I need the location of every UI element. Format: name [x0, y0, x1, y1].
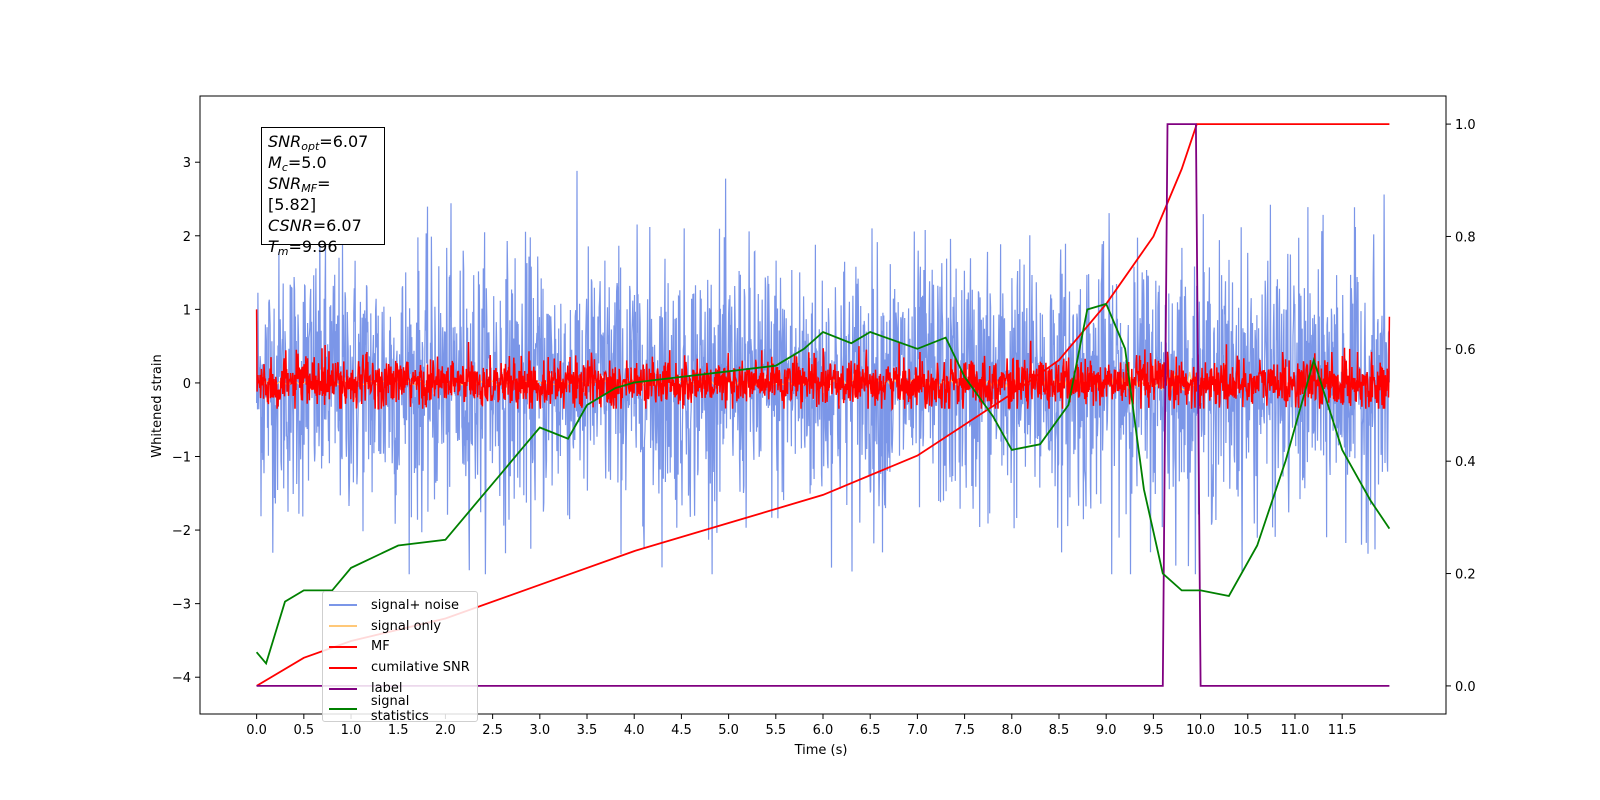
legend-swatch — [329, 604, 357, 607]
x-tick-label: 7.5 — [954, 723, 975, 738]
legend-swatch — [329, 645, 357, 648]
y2-tick-label: 0.0 — [1455, 680, 1476, 695]
x-tick-label: 5.0 — [718, 723, 739, 738]
x-tick-label: 3.5 — [577, 723, 598, 738]
legend-label: signal statistics — [370, 694, 429, 725]
x-tick-label: 1.0 — [341, 723, 362, 738]
annotation-csnr: CSNR=6.07 — [268, 216, 362, 235]
label-line — [256, 123, 1390, 687]
legend-item: MF — [329, 637, 471, 658]
x-tick-label: 6.5 — [860, 723, 881, 738]
legend-item: signal only — [329, 616, 471, 637]
x-tick-label: 2.0 — [435, 723, 456, 738]
legend-item: label — [329, 678, 471, 699]
legend-swatch — [329, 666, 357, 669]
y-tick-label: 2 — [183, 230, 191, 245]
x-tick-label: 4.5 — [671, 723, 692, 738]
x-axis-label: Time (s) — [794, 743, 848, 758]
y-tick-label: −1 — [172, 451, 191, 466]
x-tick-label: 0.0 — [246, 723, 267, 738]
x-tick-label: 9.5 — [1143, 723, 1164, 738]
legend-swatch — [329, 708, 357, 711]
x-tick-label: 9.0 — [1096, 723, 1117, 738]
y2-tick-label: 0.4 — [1455, 455, 1476, 470]
legend: signal+ noise signal only MF cumilative … — [322, 591, 478, 724]
y-axis-label: Whitened strain — [150, 354, 165, 457]
y-tick-label: −4 — [172, 671, 191, 686]
y2-tick-label: 1.0 — [1455, 118, 1476, 133]
y-tick-label: 1 — [183, 303, 191, 318]
x-tick-label: 6.0 — [813, 723, 834, 738]
annotation-tm: Tm=9.96 — [268, 237, 338, 258]
y-tick-label: 3 — [183, 156, 191, 171]
x-tick-label: 2.5 — [482, 723, 503, 738]
x-tick-label: 7.0 — [907, 723, 928, 738]
annotation-snr-opt: SNRopt=6.07 — [268, 132, 369, 153]
legend-item: signal statistics — [329, 694, 471, 724]
y2-tick-label: 0.8 — [1455, 230, 1476, 245]
x-tick-label: 8.0 — [1001, 723, 1022, 738]
x-tick-label: 8.5 — [1049, 723, 1070, 738]
y2-tick-label: 0.6 — [1455, 343, 1476, 358]
x-tick-label: 11.0 — [1280, 723, 1309, 738]
y-tick-label: −2 — [172, 524, 191, 539]
legend-label: signal+ noise — [371, 597, 460, 613]
x-tick-label: 10.0 — [1186, 723, 1215, 738]
x-tick-label: 3.0 — [529, 723, 550, 738]
x-tick-label: 1.5 — [388, 723, 409, 738]
legend-label: MF — [371, 639, 390, 655]
signal-statistics-line — [255, 302, 1391, 666]
x-tick-label: 0.5 — [293, 723, 314, 738]
y2-axis-ticks: 1.0 0.8 0.6 0.4 0.2 0.0 — [1446, 118, 1476, 695]
legend-label: signal only — [371, 618, 442, 634]
x-tick-label: 5.5 — [765, 723, 786, 738]
mf-line — [255, 309, 1391, 412]
legend-item: signal+ noise — [329, 595, 471, 616]
stats-annotation: SNRopt=6.07 Mc=5.0 SNRMF=[5.82] CSNR=6.0… — [261, 127, 385, 257]
legend-swatch — [329, 687, 357, 690]
x-tick-label: 10.5 — [1233, 723, 1262, 738]
annotation-mc: Mc=5.0 — [268, 153, 327, 174]
x-tick-label: 4.0 — [624, 723, 645, 738]
x-axis-ticks: 0.0 0.5 1.0 1.5 2.0 2.5 3.0 3.5 4.0 4.5 5.0 5.5 6.0 6… — [246, 714, 1357, 738]
y-axis-ticks: 3 2 1 0 −1 −2 −3 −4 — [172, 156, 200, 686]
y-tick-label: −3 — [172, 598, 191, 613]
legend-item: cumilative SNR — [329, 657, 471, 678]
annotation-snr-mf: SNRMF=[5.82] — [268, 174, 331, 214]
legend-swatch — [329, 625, 357, 628]
y2-tick-label: 0.2 — [1455, 568, 1476, 583]
legend-label: label — [371, 681, 403, 697]
y-tick-label: 0 — [183, 377, 191, 392]
x-tick-label: 11.5 — [1328, 723, 1357, 738]
legend-label: cumilative SNR — [371, 660, 470, 676]
